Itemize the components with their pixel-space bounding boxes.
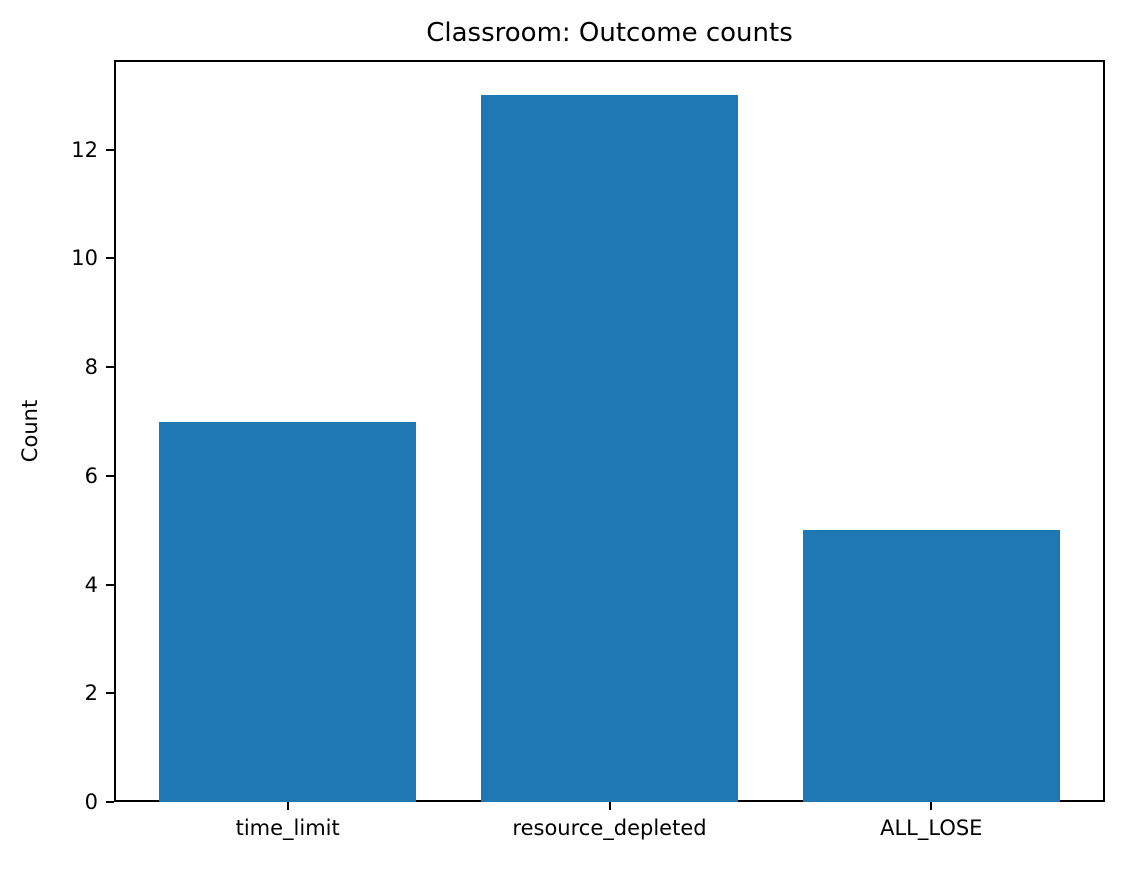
x-tick-label: ALL_LOSE — [880, 816, 983, 840]
bar-resource_depleted — [480, 95, 739, 802]
chart-title: Classroom: Outcome counts — [426, 18, 793, 48]
x-tick-mark — [286, 802, 289, 810]
y-tick-label: 10 — [71, 246, 98, 271]
y-tick-label: 12 — [71, 137, 98, 162]
y-tick-label: 4 — [84, 572, 98, 597]
y-tick-label: 2 — [84, 681, 98, 706]
y-tick-mark — [106, 148, 114, 151]
bar-ALL_LOSE — [802, 530, 1060, 802]
y-tick-label: 6 — [84, 463, 98, 488]
y-tick-mark — [106, 257, 114, 260]
y-axis-label: Count — [18, 399, 42, 463]
bars-layer — [114, 60, 1105, 802]
y-tick-mark — [106, 801, 114, 803]
y-tick-label: 8 — [84, 355, 98, 380]
bar-time_limit — [159, 421, 417, 802]
x-tick-mark — [930, 802, 933, 810]
x-tick-label: resource_depleted — [512, 816, 707, 840]
y-tick-label: 0 — [84, 790, 98, 814]
y-tick-mark — [106, 474, 114, 477]
x-tick-label: time_limit — [235, 816, 340, 840]
y-tick-mark — [106, 366, 114, 369]
y-tick-mark — [106, 692, 114, 695]
y-tick-mark — [106, 583, 114, 586]
x-tick-mark — [608, 802, 611, 810]
